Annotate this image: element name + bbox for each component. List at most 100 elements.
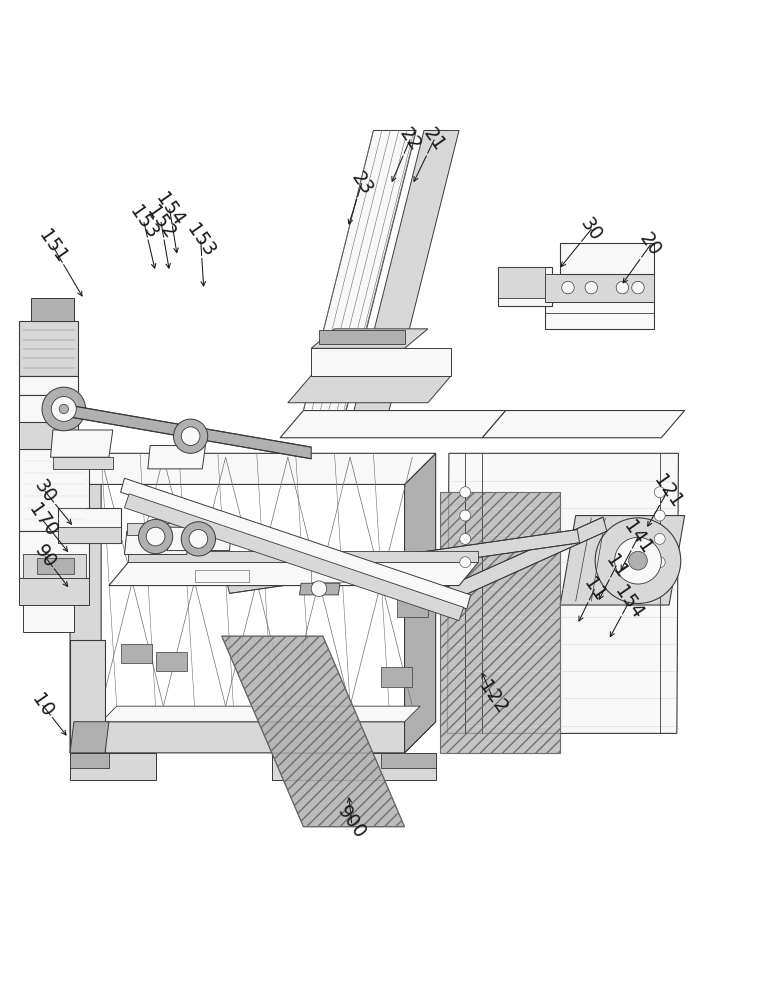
Circle shape — [460, 557, 471, 568]
Circle shape — [42, 387, 86, 431]
Polygon shape — [70, 453, 101, 753]
Circle shape — [629, 551, 647, 570]
Polygon shape — [23, 554, 86, 578]
Polygon shape — [121, 644, 152, 663]
Polygon shape — [498, 267, 552, 306]
Polygon shape — [300, 583, 340, 595]
Polygon shape — [288, 376, 451, 403]
Circle shape — [654, 487, 665, 498]
Circle shape — [654, 510, 665, 521]
Polygon shape — [70, 753, 109, 768]
Circle shape — [311, 581, 327, 596]
Polygon shape — [545, 274, 654, 329]
Circle shape — [51, 397, 76, 421]
Circle shape — [460, 510, 471, 521]
Polygon shape — [440, 492, 560, 753]
Polygon shape — [156, 652, 187, 671]
Polygon shape — [58, 508, 121, 543]
Circle shape — [595, 518, 681, 603]
Text: 122: 122 — [475, 678, 510, 718]
Polygon shape — [127, 523, 190, 535]
Circle shape — [654, 557, 665, 568]
Polygon shape — [560, 516, 685, 605]
Text: 121: 121 — [650, 471, 685, 511]
Polygon shape — [19, 321, 78, 376]
Circle shape — [181, 427, 200, 446]
Text: 11: 11 — [580, 574, 609, 605]
Polygon shape — [121, 478, 471, 609]
Polygon shape — [19, 376, 78, 395]
Circle shape — [654, 533, 665, 544]
Polygon shape — [109, 562, 478, 586]
Polygon shape — [128, 551, 478, 562]
Polygon shape — [19, 395, 78, 422]
Polygon shape — [280, 411, 506, 438]
Text: 154: 154 — [611, 583, 647, 623]
Circle shape — [460, 487, 471, 498]
Polygon shape — [226, 530, 580, 593]
Text: 20: 20 — [636, 230, 665, 260]
Text: 30: 30 — [30, 476, 60, 507]
Circle shape — [632, 281, 644, 294]
Polygon shape — [53, 457, 113, 469]
Polygon shape — [303, 130, 416, 411]
Polygon shape — [51, 430, 113, 457]
Text: 153: 153 — [126, 202, 162, 242]
Polygon shape — [319, 330, 405, 344]
Text: 30: 30 — [576, 214, 606, 244]
Circle shape — [615, 537, 661, 584]
Polygon shape — [447, 453, 678, 733]
Polygon shape — [19, 578, 89, 605]
Circle shape — [146, 527, 165, 546]
Text: 153: 153 — [183, 221, 219, 261]
Polygon shape — [19, 531, 89, 578]
Polygon shape — [124, 531, 190, 554]
Polygon shape — [31, 298, 74, 321]
Circle shape — [181, 522, 216, 556]
Text: 21: 21 — [419, 125, 449, 155]
Circle shape — [460, 533, 471, 544]
Text: 152: 152 — [143, 202, 179, 242]
Polygon shape — [124, 494, 464, 621]
Polygon shape — [148, 446, 205, 469]
Text: 900: 900 — [334, 803, 370, 843]
Polygon shape — [70, 453, 436, 484]
Text: 11: 11 — [601, 551, 631, 581]
Polygon shape — [23, 605, 74, 632]
Circle shape — [173, 419, 208, 453]
Polygon shape — [381, 753, 436, 768]
Polygon shape — [37, 558, 74, 574]
Polygon shape — [498, 267, 545, 298]
Circle shape — [189, 530, 208, 548]
Circle shape — [562, 281, 574, 294]
Polygon shape — [405, 453, 436, 753]
Polygon shape — [545, 274, 654, 302]
Text: 141: 141 — [620, 517, 656, 557]
Polygon shape — [560, 243, 654, 274]
Text: 170: 170 — [25, 500, 61, 540]
Polygon shape — [70, 722, 436, 753]
Polygon shape — [381, 667, 412, 687]
Text: 22: 22 — [395, 125, 425, 155]
Polygon shape — [64, 404, 311, 459]
Polygon shape — [101, 706, 420, 722]
Text: 23: 23 — [347, 168, 377, 199]
Polygon shape — [70, 722, 109, 753]
Circle shape — [138, 519, 173, 554]
Circle shape — [59, 404, 68, 414]
Polygon shape — [272, 753, 436, 780]
Polygon shape — [311, 329, 428, 348]
Polygon shape — [194, 570, 249, 582]
Polygon shape — [482, 411, 685, 438]
Text: 10: 10 — [28, 690, 58, 721]
Polygon shape — [167, 527, 232, 551]
Polygon shape — [397, 597, 428, 617]
Polygon shape — [222, 636, 405, 827]
Polygon shape — [70, 753, 156, 780]
Text: 90: 90 — [30, 542, 60, 572]
Text: 151: 151 — [35, 226, 71, 266]
Polygon shape — [447, 517, 607, 601]
Polygon shape — [58, 527, 121, 543]
Circle shape — [616, 281, 629, 294]
Polygon shape — [19, 449, 89, 531]
